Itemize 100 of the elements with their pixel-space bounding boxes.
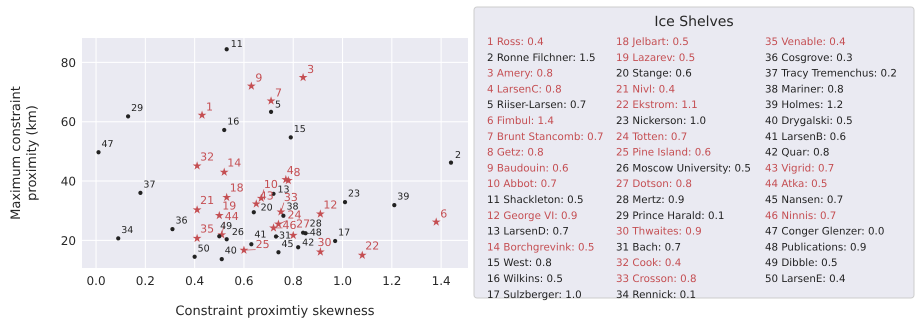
text: 3 Amery: 0.8	[487, 68, 553, 80]
annotation: 40	[224, 246, 237, 257]
point	[288, 135, 293, 140]
point	[281, 214, 286, 218]
x-tick-label: 0.6	[234, 274, 254, 288]
point	[116, 236, 120, 240]
y-tick-label: 60	[60, 115, 76, 130]
annotation: 27	[296, 218, 310, 230]
point	[342, 200, 348, 204]
point	[268, 110, 274, 114]
point	[249, 242, 254, 246]
annotation: 30	[318, 236, 332, 250]
annotation: 32	[200, 150, 214, 164]
x-tick-label: 1.2	[382, 274, 402, 288]
point	[192, 254, 197, 259]
y-axis-title: Maximum constraint proximity (km)	[9, 86, 40, 220]
annotation: 44	[224, 210, 239, 224]
point	[432, 217, 441, 226]
text: 1 Ross: 0.4	[487, 36, 544, 48]
text: 11 Shackleton: 0.5	[487, 194, 584, 206]
text: 45 Nansen: 0.7	[765, 194, 844, 206]
annotation: 23	[348, 188, 360, 200]
point	[392, 202, 396, 208]
annotation: 4	[286, 164, 294, 177]
text: 2 Ronne Filchner: 1.5	[487, 52, 596, 64]
text: 41 LarsenB: 0.6	[765, 130, 846, 143]
text: 37 Tracy Tremenchus: 0.2	[765, 68, 897, 80]
point	[96, 150, 101, 154]
point	[333, 238, 338, 244]
annotation: 45	[281, 238, 294, 250]
annotation: 25	[256, 238, 270, 252]
point	[266, 96, 276, 105]
x-tick-label: 0.0	[86, 274, 106, 288]
annotation: 7	[275, 86, 282, 100]
point	[252, 210, 256, 214]
annotation: 18	[230, 182, 244, 195]
annotation: 39	[397, 192, 410, 203]
text: 10 Abbot: 0.7	[487, 178, 557, 190]
text: 42 Quar: 0.8	[765, 146, 830, 159]
x-tick-label: 1.0	[332, 274, 352, 288]
point	[252, 199, 261, 208]
point	[316, 209, 325, 218]
text: 32 Cook: 0.4	[616, 257, 682, 270]
text: 33 Crosson: 0.8	[616, 273, 697, 285]
point	[214, 210, 224, 220]
x-tick-label: 0.8	[284, 274, 303, 288]
annotation: 36	[175, 216, 188, 227]
x-tick-label: 1.4	[432, 274, 451, 288]
text: 8 Getz: 0.8	[487, 146, 544, 159]
text: 5 Riiser-Larsen: 0.7	[487, 99, 586, 112]
text: 28 Mertz: 0.9	[616, 194, 684, 206]
text: 29 Prince Harald: 0.1	[616, 210, 724, 222]
annotation: 17	[338, 228, 350, 239]
annotation: 10	[264, 178, 278, 191]
text: 36 Cosgrove: 0.3	[765, 52, 853, 64]
text: 17 Sulzberger: 1.0	[487, 288, 582, 301]
annotation: 20	[260, 202, 273, 214]
text: 18 Jelbart: 0.5	[616, 36, 689, 48]
annotation: 5	[275, 99, 282, 110]
point	[126, 114, 130, 118]
point	[298, 72, 308, 82]
annotation: 15	[294, 124, 306, 135]
point	[222, 128, 226, 132]
annotation: 1	[206, 100, 214, 114]
annotation: 22	[365, 240, 380, 253]
point	[224, 47, 229, 52]
text: 20 Stange: 0.6	[616, 68, 692, 80]
text: 48 Publications: 0.9	[765, 241, 866, 254]
y-tick-label: 80	[60, 56, 76, 70]
annotation: 14	[227, 156, 242, 170]
text: 12 George VI: 0.9	[487, 210, 578, 222]
text: 16 Wilkins: 0.5	[487, 273, 563, 285]
annotation: 42	[302, 238, 314, 249]
annotation: 9	[255, 71, 262, 84]
point	[246, 81, 256, 90]
text: 26 Moscow University: 0.5	[616, 162, 751, 174]
text: 34 Rennick: 0.1	[616, 288, 696, 301]
text: 27 Dotson: 0.8	[616, 178, 692, 190]
text: 15 West: 0.8	[487, 257, 552, 270]
annotation: 26	[232, 226, 244, 238]
text: 23 Nickerson: 1.0	[616, 115, 706, 127]
text: 44 Atka: 0.5	[765, 178, 828, 190]
point	[276, 250, 281, 254]
text: 47 Conger Glenzer: 0.0	[765, 226, 884, 238]
point	[220, 256, 224, 262]
text: 43 Vigrid: 0.7	[765, 162, 834, 174]
text: 35 Venable: 0.4	[765, 36, 846, 48]
text: 30 Thwaites: 0.9	[616, 226, 702, 238]
text: 31 Bach: 0.7	[616, 241, 682, 254]
annotation: 29	[131, 102, 144, 114]
annotation: 8	[293, 166, 300, 179]
annotation: 2	[454, 150, 462, 162]
x-tick-label: 0.4	[185, 274, 204, 288]
text: 6 Fimbul: 1.4	[487, 115, 554, 127]
point	[358, 250, 367, 259]
annotation: 16	[227, 116, 240, 128]
text: 40 Drygalski: 0.5	[765, 115, 853, 127]
text: 4 LarsenC: 0.8	[487, 83, 562, 96]
annotation: 50	[198, 243, 210, 254]
text: 24 Totten: 0.7	[616, 130, 688, 143]
